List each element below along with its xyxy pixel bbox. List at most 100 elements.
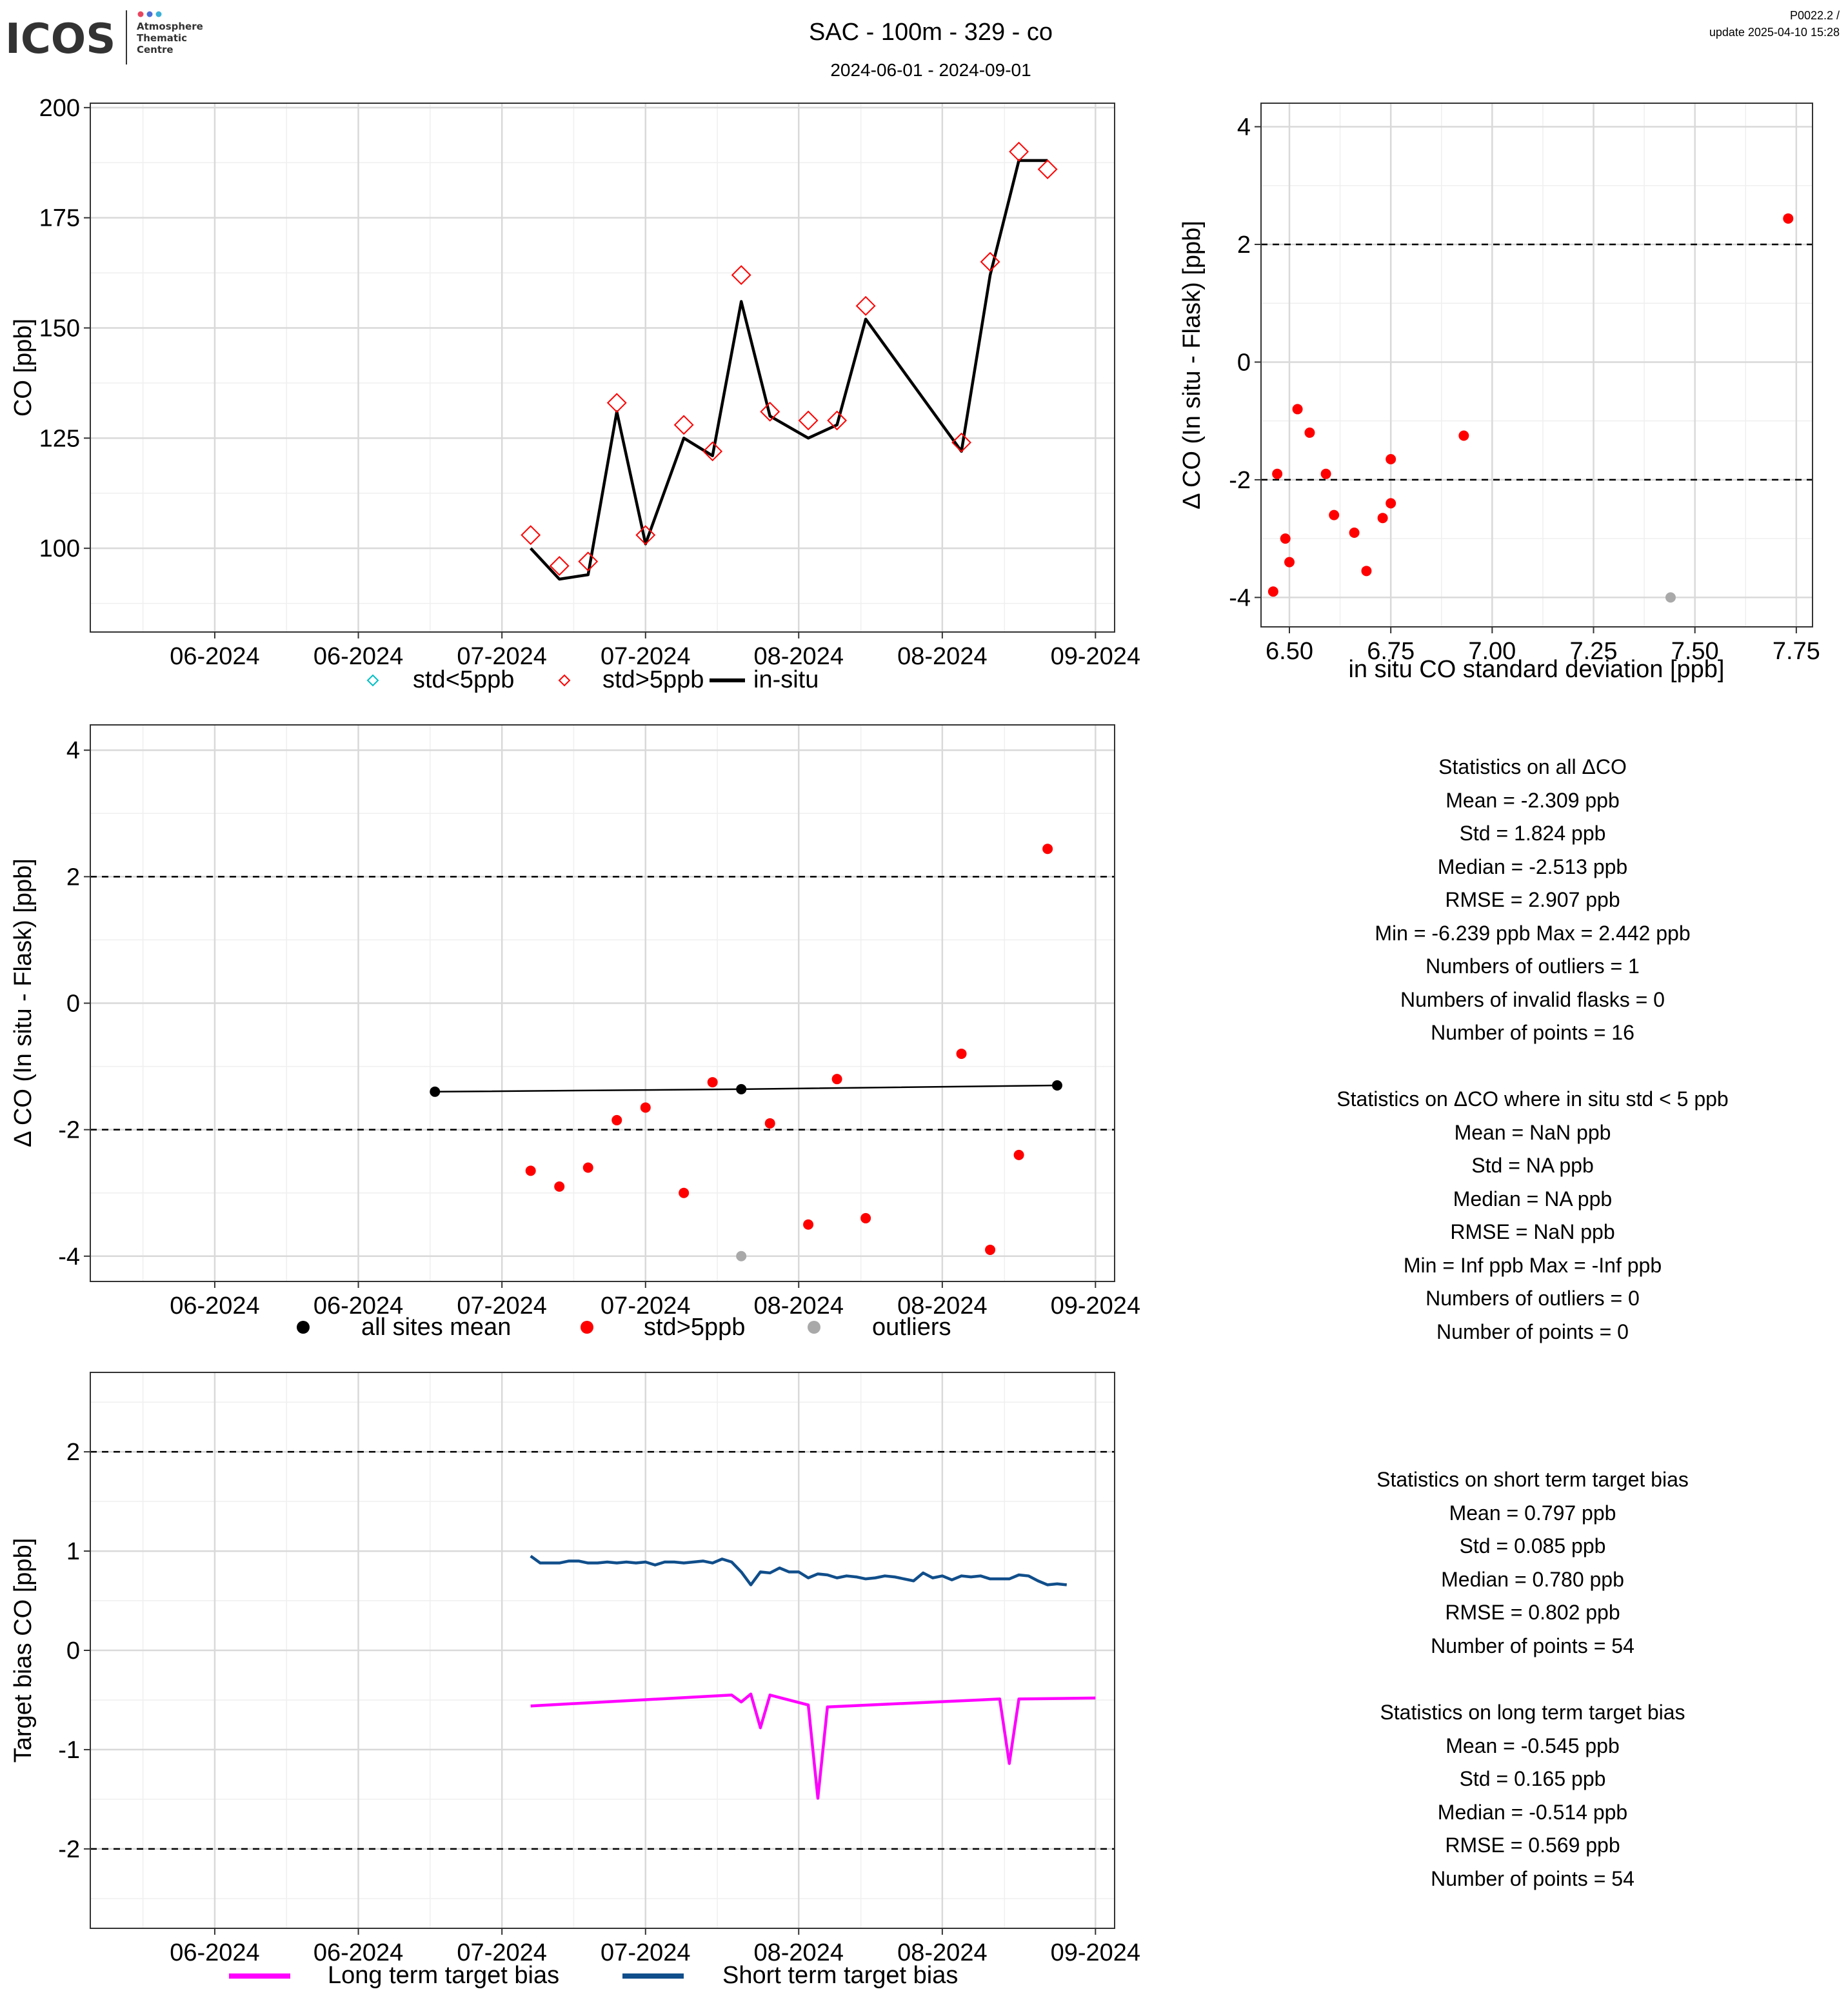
data-point	[736, 1083, 747, 1094]
logo-wordmark: ICOS	[5, 15, 115, 63]
stats-all-block: Statistics on all ΔCO Mean = -2.309 ppb …	[1375, 755, 1690, 1044]
delta-timeseries-chart: -4 -2 0 2 4 06-2024 06-2024 07-2024 07-2024 08-20…	[10, 724, 1140, 1341]
x-tick-label: 09-2024	[1051, 1292, 1140, 1320]
data-point-diamond	[731, 265, 751, 285]
plot-area	[430, 844, 1062, 1261]
data-point	[1280, 533, 1291, 544]
stats-line: Mean = -2.309 ppb	[1446, 789, 1620, 812]
stats-line: Std = 1.824 ppb	[1460, 822, 1606, 845]
data-point	[831, 1074, 842, 1085]
data-point	[736, 1251, 747, 1261]
data-point	[1292, 404, 1303, 415]
data-point	[1304, 427, 1315, 438]
logo-sub-line: Centre	[137, 44, 174, 55]
x-tick-label: 08-2024	[897, 1292, 987, 1320]
stats-line: Statistics on ΔCO where in situ std < 5 …	[1336, 1087, 1728, 1111]
data-point-diamond	[798, 410, 819, 431]
stats-line: Median = NA ppb	[1453, 1187, 1612, 1211]
stats-line: Min = Inf ppb Max = -Inf ppb	[1404, 1254, 1662, 1277]
y-tick-label: 125	[39, 425, 80, 452]
logo-sub-line: Thematic	[137, 32, 187, 44]
data-point-diamond	[702, 441, 723, 462]
data-point	[1042, 844, 1053, 855]
stats-line: RMSE = NaN ppb	[1450, 1220, 1615, 1243]
x-tick-label: 7.50	[1671, 638, 1719, 665]
panel-border	[90, 1372, 1115, 1929]
y-tick-label: 0	[66, 1637, 80, 1665]
chart-legend: Long term target bias Short term target b…	[229, 1962, 958, 1989]
legend-key-dot	[297, 1321, 310, 1334]
legend-label: in-situ	[753, 666, 819, 693]
legend-label: std>5ppb	[644, 1314, 745, 1341]
data-point	[956, 1048, 967, 1059]
y-tick-label: -2	[1229, 467, 1251, 494]
data-point	[554, 1181, 565, 1192]
data-point	[707, 1077, 718, 1088]
data-point	[803, 1219, 814, 1230]
y-tick-label: -2	[58, 1836, 80, 1863]
data-point	[1272, 468, 1283, 479]
stats-line: Statistics on short term target bias	[1376, 1468, 1689, 1491]
stats-short-block: Statistics on short term target bias Mea…	[1376, 1468, 1689, 1657]
x-tick-label: 07-2024	[457, 643, 546, 670]
chart-legend: all sites mean std>5ppb outliers	[297, 1314, 951, 1341]
data-point	[1329, 509, 1340, 520]
stats-line: Median = -0.514 ppb	[1438, 1801, 1627, 1824]
y-axis-title: Δ CO (In situ - Flask) [ppb]	[1178, 221, 1206, 509]
data-point-diamond	[951, 432, 971, 453]
data-point	[1361, 566, 1372, 577]
chart-legend: std<5ppb std>5ppb in-situ	[366, 666, 819, 693]
stats-long-block: Statistics on long term target bias Mean…	[1380, 1701, 1685, 1890]
stats-line: Numbers of invalid flasks = 0	[1400, 988, 1665, 1011]
data-point-diamond	[980, 252, 1000, 272]
logo-dot-icon	[155, 11, 162, 17]
stats-line: Median = 0.780 ppb	[1441, 1568, 1624, 1591]
panel-border	[90, 724, 1115, 1282]
legend-label: Long term target bias	[328, 1962, 559, 1989]
stats-line: Median = -2.513 ppb	[1438, 855, 1627, 878]
data-point	[1051, 1080, 1062, 1091]
x-tick-label: 08-2024	[754, 1292, 844, 1320]
data-point	[764, 1118, 775, 1129]
data-point	[525, 1165, 536, 1176]
y-tick-label: 2	[66, 1439, 80, 1466]
data-point	[611, 1114, 622, 1125]
target-bias-chart: -2 -1 0 1 2 06-2024 06-2024 07-2024 07-2024 08-20…	[10, 1372, 1140, 1989]
x-tick-label: 07-2024	[601, 1939, 690, 1966]
stats-line: Number of points = 54	[1431, 1634, 1634, 1657]
x-tick-label: 08-2024	[754, 1939, 844, 1966]
data-point	[582, 1162, 593, 1173]
page-title: SAC - 100m - 329 - co	[809, 19, 1053, 46]
panel-border	[90, 103, 1115, 633]
x-tick-label: 06-2024	[313, 1939, 403, 1966]
x-tick-label: 06-2024	[170, 1292, 259, 1320]
y-axis-title: CO [ppb]	[10, 319, 37, 417]
data-point-diamond	[549, 556, 570, 576]
data-point-diamond	[1037, 159, 1058, 179]
y-tick-label: -4	[1229, 584, 1251, 611]
legend-key-dot	[581, 1321, 593, 1334]
logo-dot-icon	[146, 11, 153, 17]
stats-line: RMSE = 0.802 ppb	[1445, 1601, 1620, 1624]
stats-line: Number of points = 0	[1436, 1320, 1629, 1343]
data-point	[1013, 1149, 1024, 1160]
y-tick-label: 175	[39, 205, 80, 232]
data-point	[985, 1244, 996, 1255]
data-point-diamond	[1009, 141, 1029, 162]
stats-line: Std = 0.085 ppb	[1460, 1534, 1606, 1557]
legend-label: Short term target bias	[722, 1962, 958, 1989]
legend-key-diamond	[558, 674, 571, 687]
y-tick-label: 1	[66, 1538, 80, 1565]
x-tick-label: 6.75	[1367, 638, 1415, 665]
logo-sub-line: Atmosphere	[137, 21, 203, 32]
logo-dot-icon	[137, 11, 144, 17]
y-tick-label: 100	[39, 535, 80, 562]
data-point-diamond	[855, 295, 876, 316]
x-tick-label: 08-2024	[754, 643, 844, 670]
x-tick-label: 09-2024	[1051, 643, 1140, 670]
legend-key-diamond	[366, 674, 379, 687]
data-point-diamond	[521, 525, 541, 546]
data-point-diamond	[578, 551, 599, 572]
data-point-diamond	[760, 401, 780, 422]
